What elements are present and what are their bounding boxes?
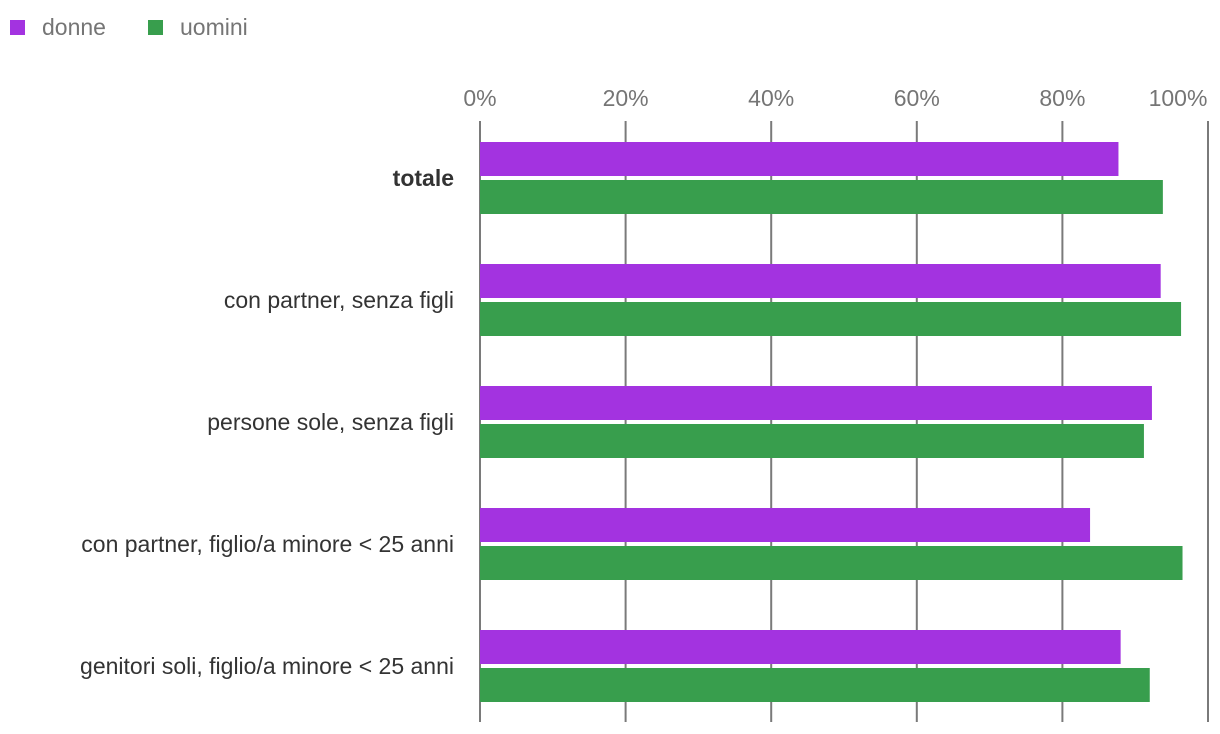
legend-swatch-donne — [10, 20, 25, 35]
legend-label-uomini: uomini — [180, 14, 248, 40]
legend-label-donne: donne — [42, 14, 106, 40]
category-labels: totale con partner, senza figli persone so… — [80, 165, 454, 679]
x-tick-label: 40% — [748, 85, 794, 111]
category-label: totale — [393, 165, 454, 191]
bar-uomini — [480, 546, 1183, 580]
bar-donne — [480, 508, 1091, 542]
x-tick-label: 80% — [1039, 85, 1085, 111]
bar-donne — [480, 142, 1119, 176]
x-tick-label: 0% — [463, 85, 496, 111]
x-tick-label: 100% — [1149, 85, 1208, 111]
legend-swatch-uomini — [148, 20, 163, 35]
gridlines — [479, 121, 1209, 722]
x-tick-label: 20% — [603, 85, 649, 111]
bar-uomini — [480, 424, 1144, 458]
bars — [480, 142, 1183, 702]
bar-donne — [480, 630, 1121, 664]
category-label: con partner, senza figli — [224, 287, 454, 313]
bar-donne — [480, 386, 1152, 420]
bar-donne — [480, 264, 1161, 298]
bar-uomini — [480, 668, 1150, 702]
category-label: persone sole, senza figli — [207, 409, 454, 435]
category-label: con partner, figlio/a minore < 25 anni — [81, 531, 454, 557]
bar-uomini — [480, 302, 1182, 336]
legend: donne uomini — [10, 14, 248, 40]
x-tick-label: 60% — [894, 85, 940, 111]
x-axis-ticks: 0% 20% 40% 60% 80% 100% — [463, 85, 1207, 111]
category-label: genitori soli, figlio/a minore < 25 anni — [80, 653, 454, 679]
bar-uomini — [480, 180, 1163, 214]
